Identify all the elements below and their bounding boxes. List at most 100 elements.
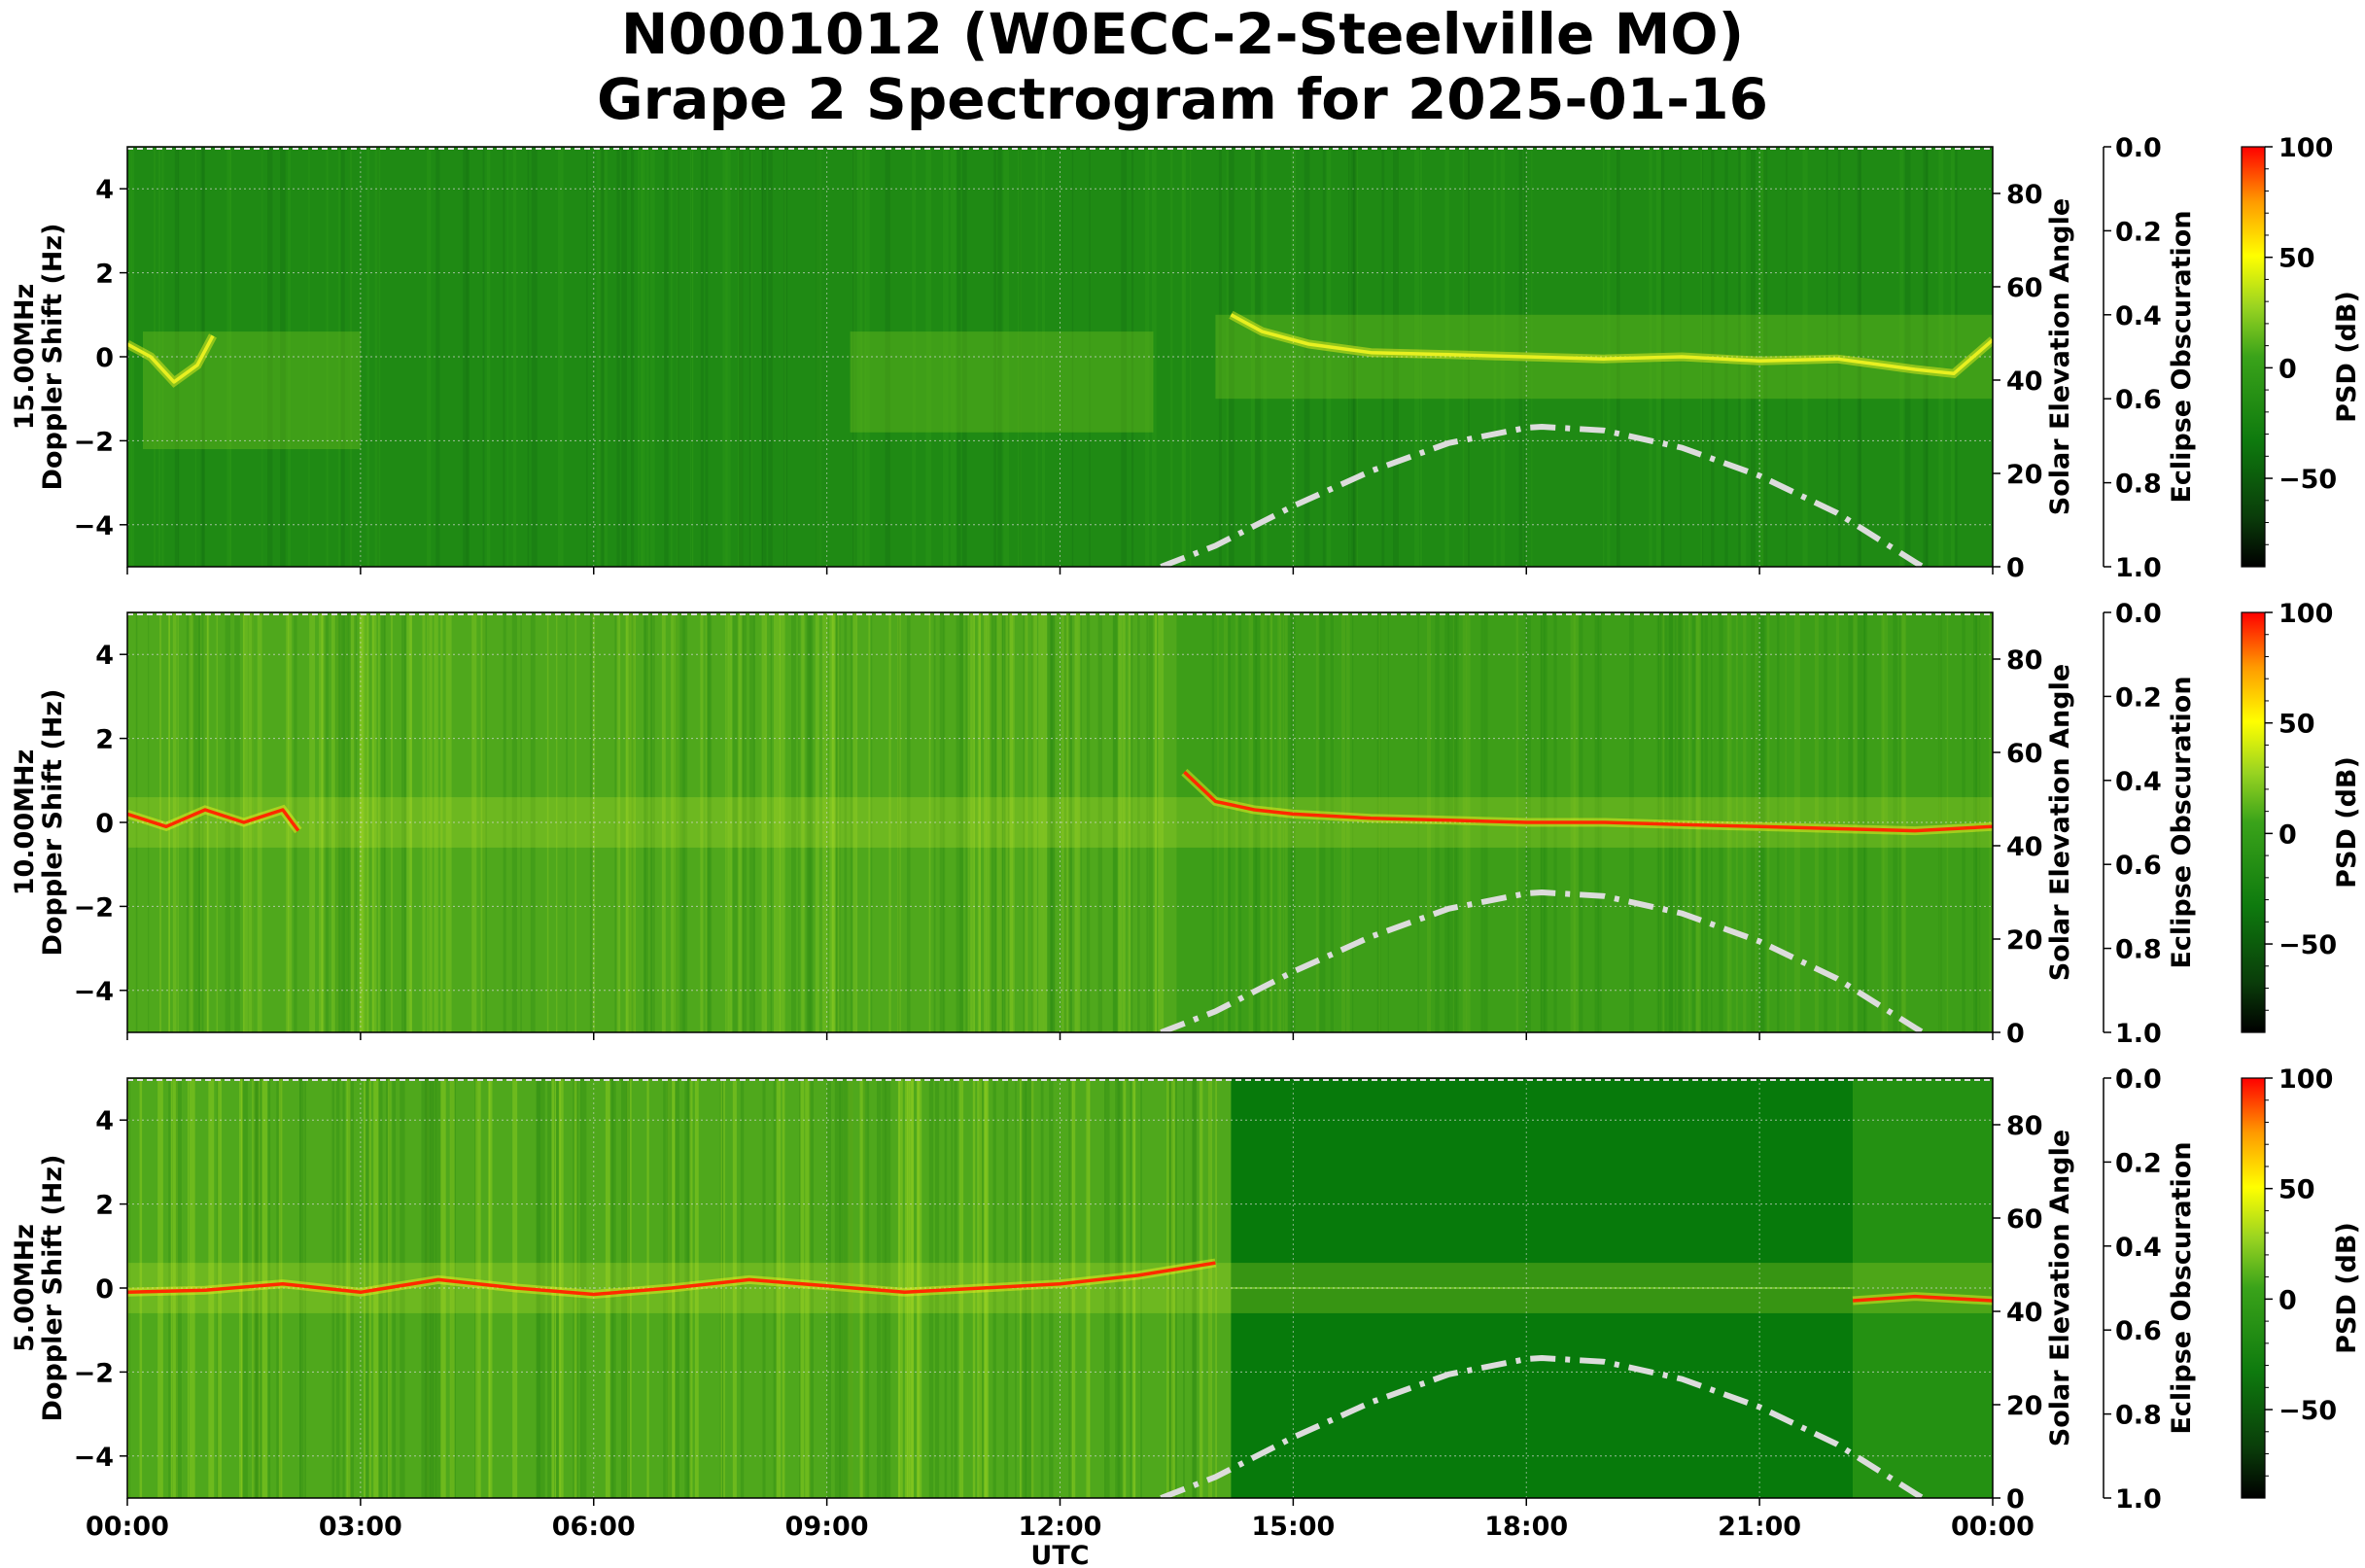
eclipse-tick-label: 0.8 xyxy=(2115,935,2162,965)
solar-tick-label: 0 xyxy=(2006,553,2025,583)
solar-tick-label: 60 xyxy=(2006,273,2043,303)
eclipse-tick-label: 0.2 xyxy=(2115,682,2162,713)
doppler-tick-label: −2 xyxy=(74,892,114,923)
eclipse-axis-label: Eclipse Obscuration xyxy=(2167,1141,2197,1434)
colorbar-label: PSD (dB) xyxy=(2332,1222,2362,1354)
solar-tick-label: 60 xyxy=(2006,739,2043,769)
carrier-trace xyxy=(1183,770,1993,833)
doppler-tick-label: −4 xyxy=(74,1443,114,1473)
colorbar-label: PSD (dB) xyxy=(2332,756,2362,889)
time-tick-label: 15:00 xyxy=(1251,1512,1335,1542)
time-tick-label: 18:00 xyxy=(1484,1512,1568,1542)
colorbar-tick-label: 50 xyxy=(2278,1175,2315,1205)
eclipse-tick-label: 0.4 xyxy=(2115,301,2162,331)
solar-tick-label: 80 xyxy=(2006,180,2043,210)
solar-tick-label: 40 xyxy=(2006,1298,2043,1328)
colorbar-tick-label: 0 xyxy=(2278,354,2297,384)
doppler-tick-label: 2 xyxy=(95,1191,114,1221)
eclipse-axis-label: Eclipse Obscuration xyxy=(2167,210,2197,503)
eclipse-tick-label: 0.4 xyxy=(2115,1233,2162,1263)
doppler-tick-label: 4 xyxy=(95,641,114,671)
colorbar-label: PSD (dB) xyxy=(2332,291,2362,423)
eclipse-tick-label: 1.0 xyxy=(2115,1019,2162,1049)
colorbar-tick-label: −50 xyxy=(2278,930,2337,960)
colorbar-tick-label: 100 xyxy=(2278,133,2333,163)
colorbar-tick-label: 50 xyxy=(2278,710,2315,740)
solar-tick-label: 80 xyxy=(2006,1111,2043,1141)
solar-axis-label: Solar Elevation Angle xyxy=(2045,198,2075,515)
solar-tick-label: 0 xyxy=(2006,1484,2025,1515)
carrier-trace xyxy=(127,808,300,832)
doppler-tick-label: −4 xyxy=(74,511,114,541)
doppler-tick-label: −2 xyxy=(74,1358,114,1388)
doppler-tick-label: 4 xyxy=(95,1106,114,1136)
colorbar-tick-label: −50 xyxy=(2278,465,2337,495)
eclipse-tick-label: 0.6 xyxy=(2115,385,2162,415)
doppler-tick-label: 0 xyxy=(95,1274,114,1305)
figure-title-line-1: N0001012 (W0ECC-2-Steelville MO) xyxy=(620,1,1745,67)
eclipse-tick-label: 0.8 xyxy=(2115,470,2162,500)
doppler-axis-label: Doppler Shift (Hz) xyxy=(38,689,68,957)
colorbar-tick-label: 100 xyxy=(2278,599,2333,629)
eclipse-tick-label: 0.6 xyxy=(2115,851,2162,881)
doppler-axis-label: Doppler Shift (Hz) xyxy=(38,224,68,491)
solar-tick-label: 20 xyxy=(2006,1391,2043,1421)
colorbar-tick-label: 0 xyxy=(2278,819,2297,850)
doppler-tick-label: 0 xyxy=(95,343,114,373)
solar-tick-label: 20 xyxy=(2006,460,2043,490)
solar-elevation-curve xyxy=(1160,889,1925,1032)
eclipse-tick-label: 0.2 xyxy=(2115,217,2162,247)
colorbar-tick-label: −50 xyxy=(2278,1396,2337,1426)
frequency-label: 10.00MHz xyxy=(10,749,40,896)
eclipse-axis-label: Eclipse Obscuration xyxy=(2167,676,2197,968)
carrier-trace xyxy=(1230,313,1993,376)
eclipse-tick-label: 0.2 xyxy=(2115,1148,2162,1178)
solar-tick-label: 80 xyxy=(2006,645,2043,676)
eclipse-tick-label: 0.4 xyxy=(2115,767,2162,797)
carrier-trace xyxy=(1852,1294,1993,1303)
solar-tick-label: 60 xyxy=(2006,1204,2043,1235)
eclipse-tick-label: 1.0 xyxy=(2115,553,2162,583)
time-tick-label: 21:00 xyxy=(1718,1512,1801,1542)
colorbar-tick-label: 50 xyxy=(2278,244,2315,274)
eclipse-tick-label: 0.0 xyxy=(2115,1064,2162,1095)
solar-tick-label: 40 xyxy=(2006,832,2043,862)
time-tick-label: 12:00 xyxy=(1019,1512,1102,1542)
carrier-trace xyxy=(127,334,215,384)
psd-colorbar xyxy=(2241,611,2266,1033)
figure-title-line-2: Grape 2 Spectrogram for 2025-01-16 xyxy=(597,66,1768,132)
eclipse-tick-label: 1.0 xyxy=(2115,1484,2162,1515)
solar-elevation-curve xyxy=(1160,423,1925,567)
doppler-tick-label: 2 xyxy=(95,725,114,755)
frequency-label: 15.00MHz xyxy=(10,284,40,431)
solar-axis-label: Solar Elevation Angle xyxy=(2045,664,2075,981)
eclipse-tick-label: 0.0 xyxy=(2115,599,2162,629)
solar-elevation-curve xyxy=(1160,1354,1925,1498)
solar-axis-label: Solar Elevation Angle xyxy=(2045,1130,2075,1446)
solar-tick-label: 40 xyxy=(2006,366,2043,397)
time-tick-label: 06:00 xyxy=(552,1512,636,1542)
doppler-tick-label: −4 xyxy=(74,977,114,1007)
eclipse-tick-label: 0.6 xyxy=(2115,1316,2162,1346)
colorbar-tick-label: 0 xyxy=(2278,1285,2297,1315)
solar-tick-label: 0 xyxy=(2006,1019,2025,1049)
time-tick-label: 00:00 xyxy=(1951,1512,2035,1542)
doppler-tick-label: 0 xyxy=(95,809,114,839)
frequency-label: 5.00MHz xyxy=(10,1224,40,1352)
x-axis-label: UTC xyxy=(1030,1541,1089,1568)
time-tick-label: 03:00 xyxy=(319,1512,402,1542)
doppler-axis-label: Doppler Shift (Hz) xyxy=(38,1155,68,1422)
carrier-trace xyxy=(127,1261,1216,1297)
time-tick-label: 09:00 xyxy=(785,1512,869,1542)
colorbar-tick-label: 100 xyxy=(2278,1064,2333,1095)
psd-colorbar xyxy=(2241,146,2266,568)
eclipse-tick-label: 0.8 xyxy=(2115,1401,2162,1431)
eclipse-tick-label: 0.0 xyxy=(2115,133,2162,163)
doppler-tick-label: 4 xyxy=(95,175,114,205)
time-tick-label: 00:00 xyxy=(86,1512,169,1542)
doppler-tick-label: −2 xyxy=(74,427,114,457)
